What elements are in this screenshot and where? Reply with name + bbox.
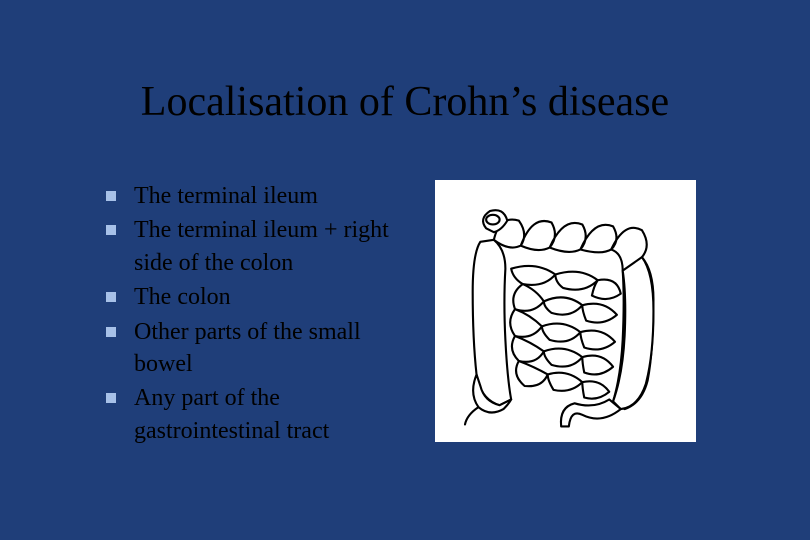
bullet-list: The terminal ileum The terminal ileum + … (106, 180, 405, 449)
slide-title: Localisation of Crohn’s disease (0, 78, 810, 126)
list-item: The terminal ileum (106, 180, 405, 212)
slide: Localisation of Crohn’s disease The term… (0, 0, 810, 540)
list-item: Any part of the gastrointestinal tract (106, 382, 405, 447)
slide-content: The terminal ileum The terminal ileum + … (106, 180, 696, 449)
list-item: The terminal ileum + right side of the c… (106, 214, 405, 279)
intestine-figure (435, 180, 696, 442)
list-item: Other parts of the small bowel (106, 316, 405, 381)
list-item: The colon (106, 281, 405, 313)
intestine-icon (440, 186, 690, 436)
